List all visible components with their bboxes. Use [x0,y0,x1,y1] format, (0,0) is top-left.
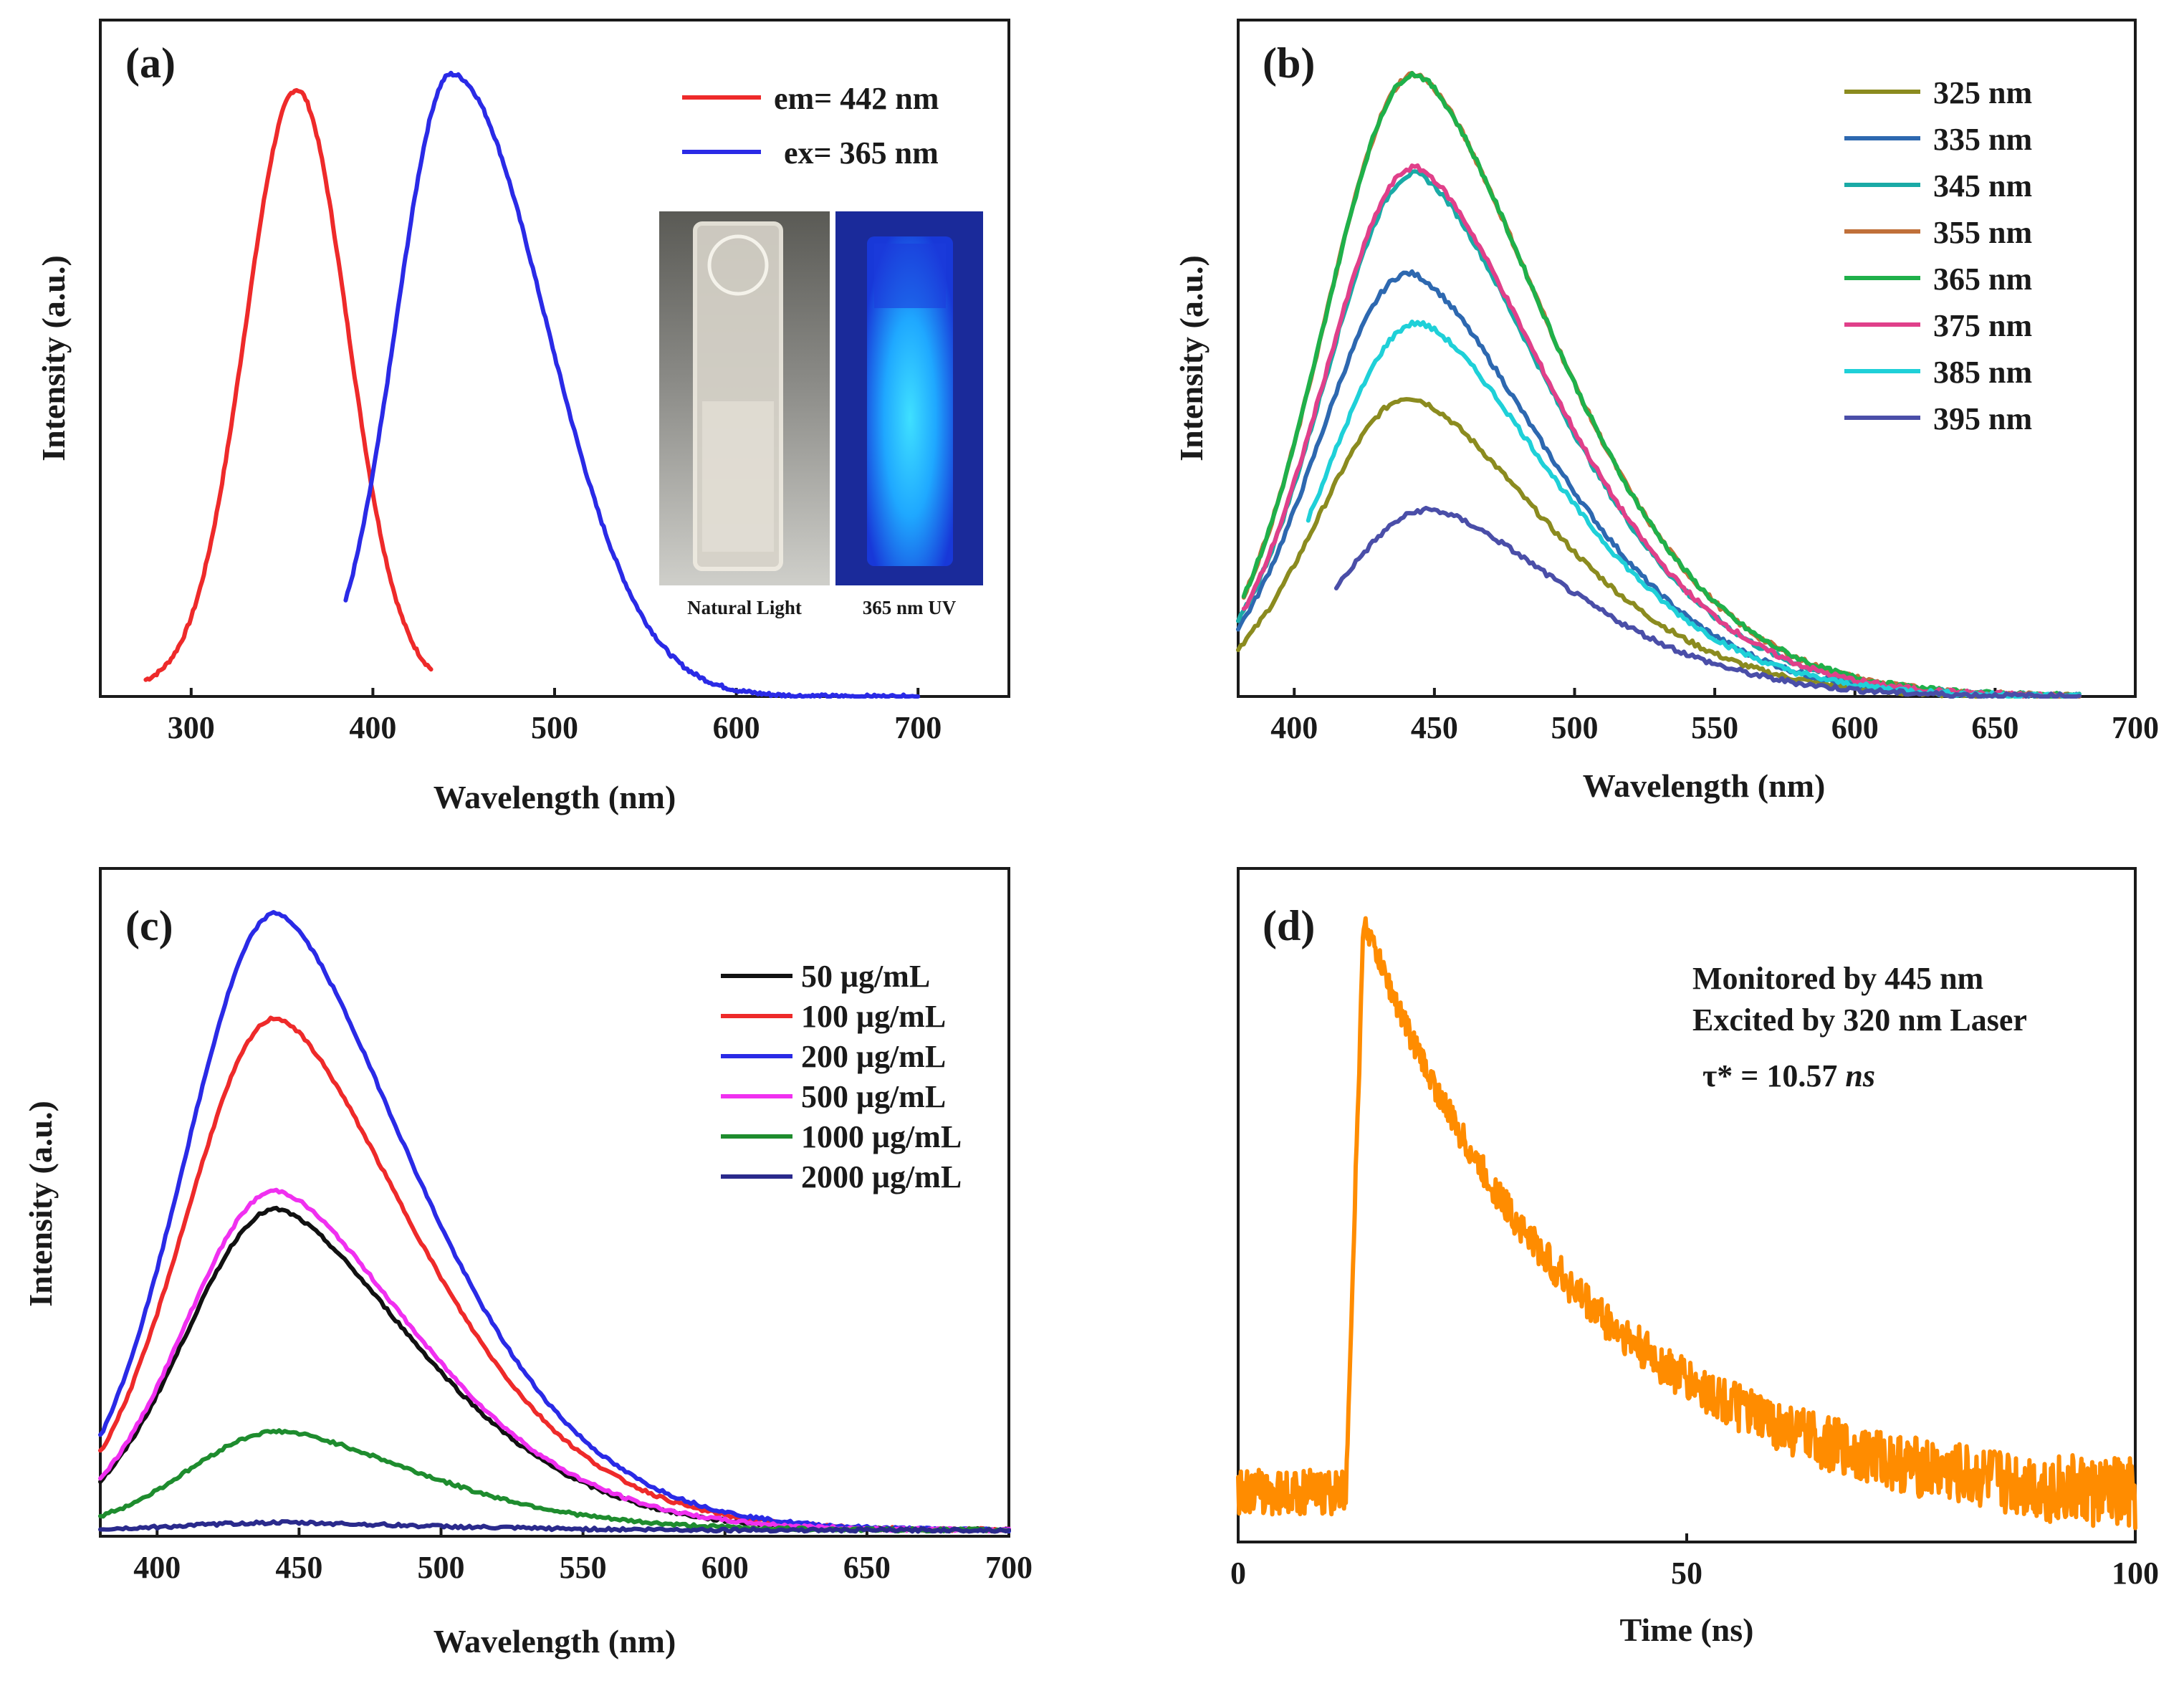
x-tick-label: 300 [168,710,215,745]
series-line-em [143,87,434,682]
panel-b-label: (b) [1263,39,1315,87]
panel-d-x-axis-label: Time (ns) [1620,1611,1754,1648]
uv-light-caption: 365 nm UV [863,597,957,618]
panel-b-x-axis-label: Wavelength (nm) [1583,767,1826,804]
decay-curve-line [1236,916,2137,1531]
legend-label: 1000 μg/mL [801,1119,962,1154]
legend-label: 2000 μg/mL [801,1159,962,1194]
series-line-ex [343,70,921,699]
annotation-monitored: Monitored by 445 nm [1692,961,1983,996]
panel-c-legend: 50 μg/mL 100 μg/mL 200 μg/mL 500 μg/mL 1000 … [721,959,962,1194]
natural-light-caption: Natural Light [687,597,802,618]
x-tick-label: 500 [531,710,578,745]
panel-d-curves [1236,916,2137,1531]
panel-b-curves [1236,70,2082,699]
legend-label: 385 nm [1933,355,2032,390]
panel-b-x-ticks: 400 450 500 550 600 650 700 [1270,688,2159,745]
panel-d-plot-frame [1237,867,2137,1543]
panel-c-plot-frame [99,867,1010,1538]
x-tick-label: 700 [2112,710,2159,745]
annotation-lifetime-unit: ns [1845,1058,1875,1093]
series-line-c1000 [98,1428,1011,1534]
series-line-c50 [98,1205,1011,1533]
legend-label: 325 nm [1933,75,2032,110]
panel-c-y-axis-label: Intensity (a.u.) [22,1101,59,1307]
x-tick-label: 650 [1971,710,2018,745]
panel-c-x-axis-label: Wavelength (nm) [434,1623,676,1660]
x-tick-label: 550 [560,1550,607,1585]
panel-b-legend: 325 nm 335 nm 345 nm 355 nm 365 nm 375 nm 385 … [1844,75,2032,436]
panel-b-y-axis-label: Intensity (a.u.) [1173,255,1210,461]
inset-photos: Natural Light 365 nm UV [659,211,983,623]
legend-label: 500 μg/mL [801,1079,946,1114]
panel-d-x-ticks: 0 50 100 [1230,1533,2159,1591]
legend-label-em: em= 442 nm [774,81,939,116]
cuvette-glowing-icon [867,236,953,566]
panel-c-x-ticks: 400 450 500 550 600 650 700 [133,1528,1033,1585]
series-line-nm395 [1333,505,2082,699]
cuvette-cap-icon [707,234,769,296]
x-tick-label: 0 [1230,1556,1246,1591]
annotation-lifetime-value: τ* = 10.57 [1702,1058,1845,1093]
panel-a-x-ticks: 300 400 500 600 700 [168,688,942,745]
x-tick-label: 600 [713,710,760,745]
x-tick-label: 50 [1671,1556,1702,1591]
x-tick-label: 700 [985,1550,1033,1585]
panel-b-plot-frame [1237,19,2137,698]
panel-c-curves [98,910,1011,1534]
panel-a-legend: em= 442 nm ex= 365 nm [682,81,939,171]
legend-label-ex: ex= 365 nm [784,135,939,171]
panel-c-chart: (c) 400 450 500 550 600 650 700 Wavelength (nm… [22,867,1033,1660]
x-tick-label: 600 [701,1550,749,1585]
x-tick-label: 700 [894,710,942,745]
legend-label: 345 nm [1933,168,2032,203]
panel-a-chart: (a) 300 400 500 600 700 Wavelength (nm) Inte… [35,19,1010,815]
legend-label: 365 nm [1933,262,2032,297]
series-line-nm375 [1241,163,2082,699]
legend-label: 395 nm [1933,401,2032,436]
x-tick-label: 650 [843,1550,891,1585]
panel-d-label: (d) [1263,902,1315,949]
x-tick-label: 500 [418,1550,465,1585]
x-tick-label: 400 [1270,710,1318,745]
panel-a-curves [143,70,921,699]
panel-a-label: (a) [125,39,176,87]
x-tick-label: 450 [1411,710,1458,745]
series-line-nm325 [1236,397,2082,699]
panel-a-y-axis-label: Intensity (a.u.) [35,255,72,461]
annotation-lifetime: τ* = 10.57 ns [1702,1058,1875,1093]
legend-label: 355 nm [1933,215,2032,250]
panel-d-chart: (d) 0 50 100 Time (ns) Monitored by 445 nm… [1230,867,2159,1648]
legend-label: 100 μg/mL [801,999,946,1034]
x-tick-label: 450 [275,1550,322,1585]
x-tick-label: 100 [2112,1556,2159,1591]
x-tick-label: 400 [133,1550,181,1585]
x-tick-label: 600 [1831,710,1879,745]
series-line-c2000 [98,1519,1011,1534]
x-tick-label: 500 [1551,710,1599,745]
x-tick-label: 550 [1691,710,1738,745]
legend-label: 375 nm [1933,308,2032,343]
annotation-excited: Excited by 320 nm Laser [1692,1002,2027,1038]
x-tick-label: 400 [349,710,396,745]
legend-label: 335 nm [1933,122,2032,157]
panel-b-chart: (b) 400 450 500 550 600 650 700 Wavelength (nm… [1173,19,2159,804]
legend-label: 50 μg/mL [801,959,930,994]
panel-c-label: (c) [125,902,173,949]
panel-a-x-axis-label: Wavelength (nm) [434,779,676,815]
legend-label: 200 μg/mL [801,1039,946,1074]
